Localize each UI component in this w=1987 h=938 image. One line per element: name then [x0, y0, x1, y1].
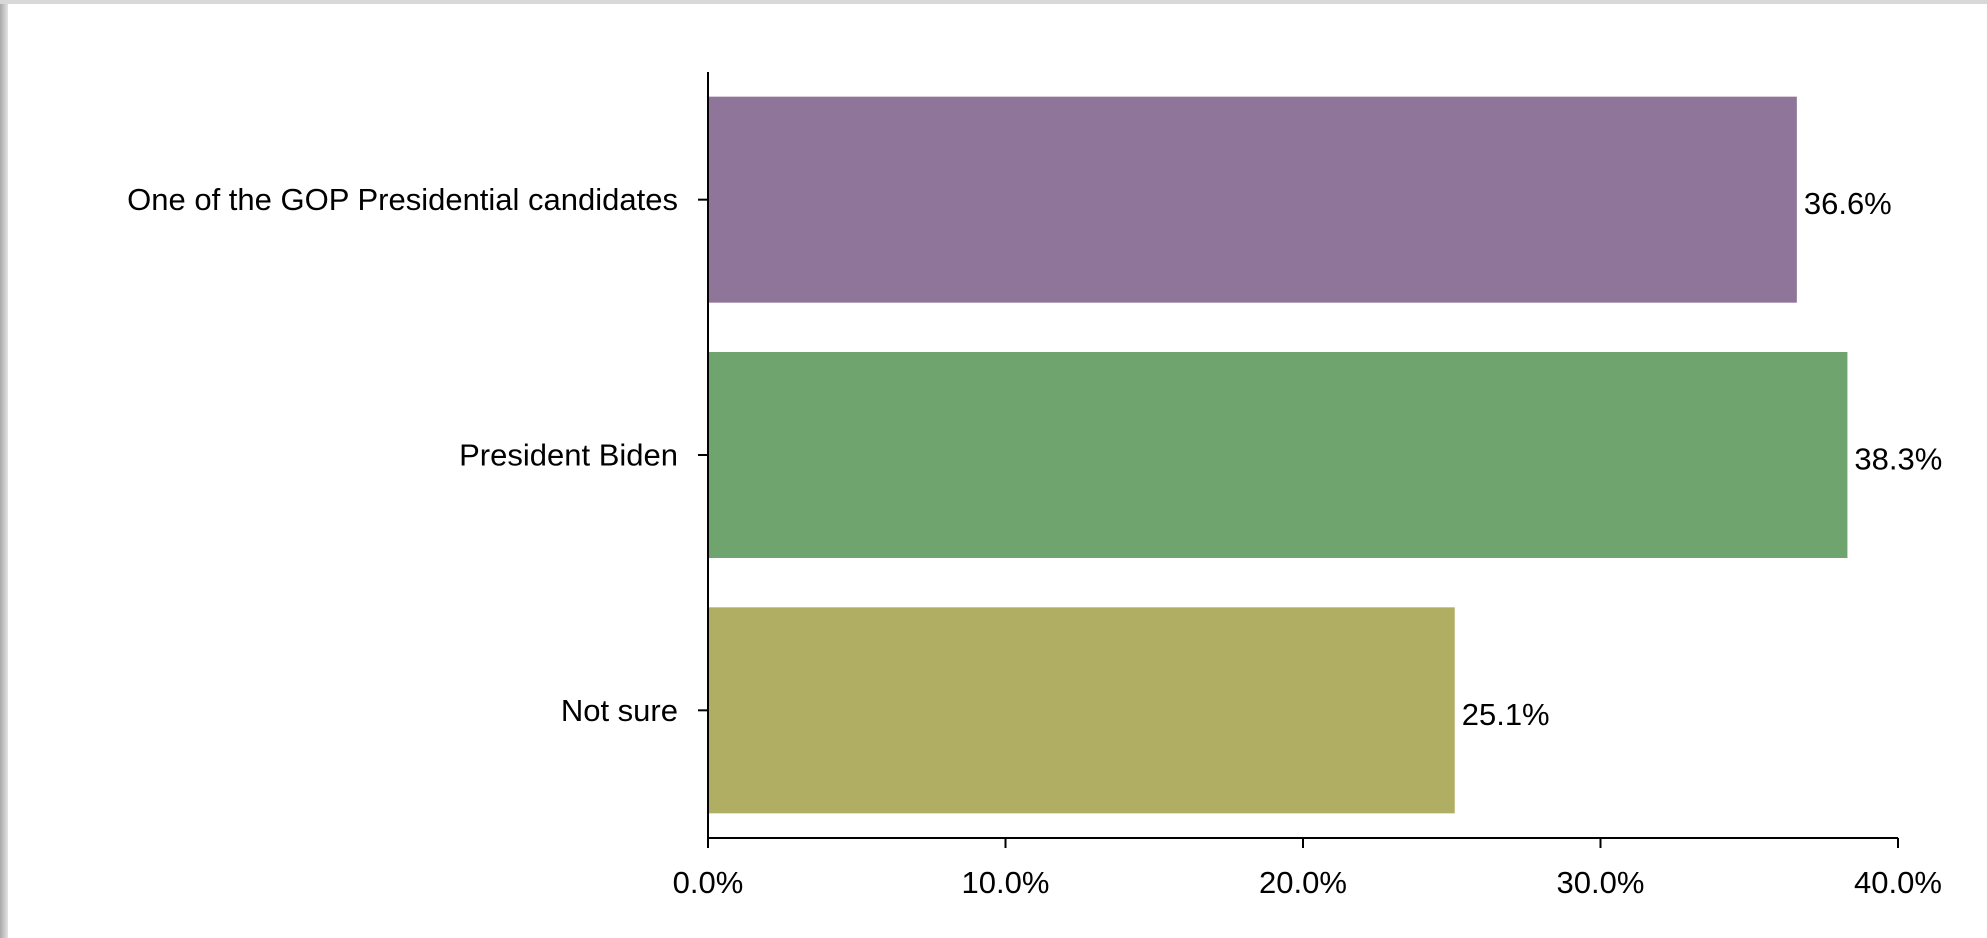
x-tick-label: 0.0%	[673, 865, 744, 900]
value-label: 25.1%	[1462, 697, 1550, 732]
x-tick-label: 10.0%	[962, 865, 1050, 900]
category-label: One of the GOP Presidential candidates	[127, 182, 678, 217]
category-label: President Biden	[459, 438, 678, 473]
bars-group	[708, 96, 1848, 814]
category-label: Not sure	[561, 693, 678, 728]
labels-group: One of the GOP Presidential candidates 36…	[127, 182, 1942, 900]
x-tick-label: 30.0%	[1557, 865, 1645, 900]
x-tick-label: 40.0%	[1854, 865, 1942, 900]
value-label: 38.3%	[1854, 442, 1942, 477]
axes-group	[698, 72, 1899, 848]
bar	[708, 607, 1455, 814]
bar	[708, 96, 1797, 303]
window-top-edge	[0, 0, 1987, 4]
x-tick-label: 20.0%	[1259, 865, 1347, 900]
value-label: 36.6%	[1804, 186, 1892, 221]
bar	[708, 352, 1848, 558]
